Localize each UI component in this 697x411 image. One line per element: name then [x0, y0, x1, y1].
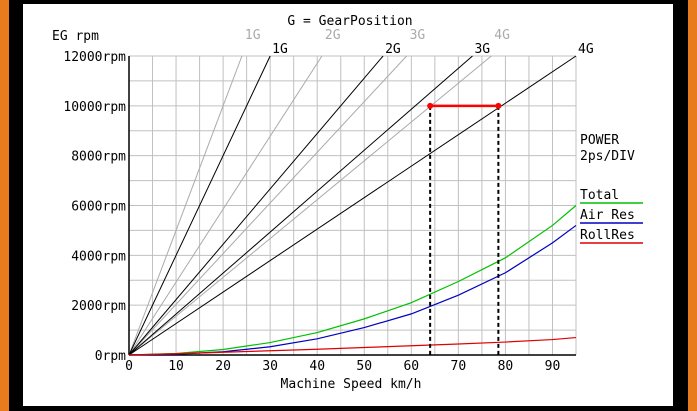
x-axis-label: Machine Speed km/h [281, 377, 422, 392]
chart-panel: G = GearPosition EG rpm Machine Speed km… [23, 4, 673, 406]
gear-label-alt: 3G [410, 28, 426, 43]
x-tick-label: 10 [168, 359, 184, 374]
left-border [0, 0, 9, 411]
right-border [688, 0, 697, 411]
gear-line [128, 55, 473, 356]
shift-point [495, 102, 502, 109]
gear-line [128, 55, 384, 356]
gear-line [128, 55, 271, 356]
legend-label: Total [580, 188, 619, 203]
gear-label: 1G [272, 42, 288, 57]
shift-point [427, 102, 434, 109]
series-line [128, 336, 577, 356]
x-tick-label: 70 [451, 359, 467, 374]
gear-label: 4G [578, 42, 594, 57]
y-tick-label: 4000rpm [71, 249, 126, 264]
y-axis-label: EG rpm [52, 29, 99, 44]
y-tick-label: 8000rpm [71, 150, 126, 165]
x-tick-label: 90 [545, 359, 561, 374]
legend: Total Air Res RollRes [580, 188, 643, 244]
shift-marker [427, 102, 502, 355]
legend-label: RollRes [580, 228, 635, 243]
chart-title: G = GearPosition [287, 14, 412, 29]
gear-label-alt: 2G [325, 28, 341, 43]
x-tick-label: 50 [356, 359, 372, 374]
y-tick-label: 2000rpm [71, 299, 126, 314]
gear-label-alt: 1G [245, 28, 261, 43]
x-tick-label: 0 [125, 359, 133, 374]
power-label: POWER [580, 133, 619, 148]
gear-line-alt [128, 55, 243, 356]
gear-label: 3G [474, 42, 490, 57]
legend-label: Air Res [580, 208, 635, 223]
x-tick-label: 20 [215, 359, 231, 374]
gear-label: 2G [385, 42, 401, 57]
tick-labels: 0 10 20 30 40 50 60 70 80 90 0rpm 2000rpm 4000rpm 600… [63, 50, 560, 374]
series-lines [128, 205, 577, 356]
y-tick-label: 6000rpm [71, 200, 126, 215]
x-tick-label: 30 [262, 359, 278, 374]
series-line [128, 224, 577, 356]
series-line [128, 205, 577, 356]
y-tick-label: 12000rpm [63, 50, 126, 65]
y-tick-label: 10000rpm [63, 100, 126, 115]
y-tick-label: 0rpm [95, 349, 126, 364]
gear-label-alt: 4G [494, 28, 510, 43]
gear-lines: 1G 2G 3G 4G 1G 2G 3G 4G [128, 28, 594, 356]
gear-rpm-chart: G = GearPosition EG rpm Machine Speed km… [52, 14, 643, 392]
x-tick-label: 40 [309, 359, 325, 374]
gear-line-alt [128, 55, 407, 356]
x-tick-label: 60 [403, 359, 419, 374]
x-tick-label: 80 [498, 359, 514, 374]
gear-line-alt [128, 55, 323, 356]
gear-line [128, 55, 577, 356]
power-scale-label: 2ps/DIV [580, 149, 635, 164]
